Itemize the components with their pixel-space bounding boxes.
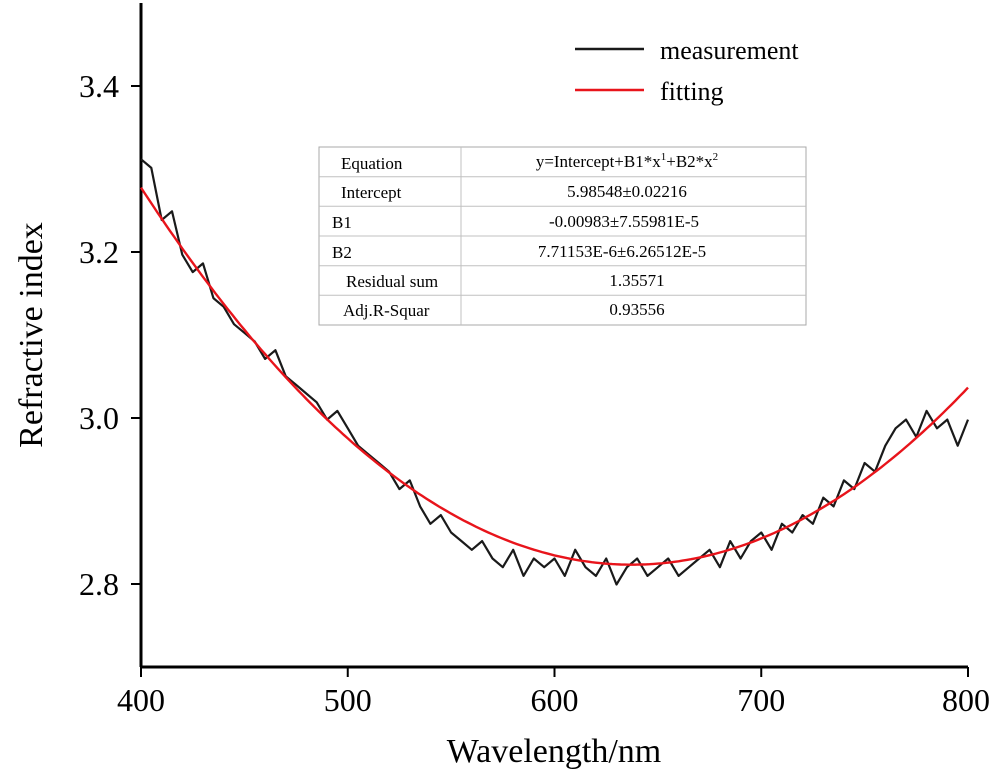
x-tick-label: 800 xyxy=(942,682,990,718)
fit-table-value-intercept: 5.98548±0.02216 xyxy=(567,182,687,201)
fit-table-value-b2: 7.71153E-6±6.26512E-5 xyxy=(538,242,706,261)
x-ticks: 400 500 600 700 800 xyxy=(117,667,990,718)
equation-main: y=Intercept+B1*x xyxy=(536,152,661,171)
fit-table-label-adj-r: Adj.R-Squar xyxy=(343,301,430,320)
x-axis-title: Wavelength/nm xyxy=(447,733,661,770)
y-tick-label: 3.4 xyxy=(79,68,119,104)
equation-sup-2: 2 xyxy=(713,151,719,163)
fit-table-label-intercept: Intercept xyxy=(341,183,402,202)
x-tick-label: 700 xyxy=(737,682,785,718)
y-axis-title: Refractive index xyxy=(13,222,50,448)
x-tick-label: 500 xyxy=(324,682,372,718)
fit-table-value-residual: 1.35571 xyxy=(609,271,664,290)
fit-table-label-residual: Residual sum xyxy=(346,272,438,291)
equation-sup-1: 1 xyxy=(661,151,667,163)
fit-results-table: Equation y=Intercept+B1*x1+B2*x2 Interce… xyxy=(318,146,807,326)
legend: measurement fitting xyxy=(575,36,799,106)
legend-label-measurement: measurement xyxy=(660,36,799,65)
x-tick-label: 400 xyxy=(117,682,165,718)
fit-table-value-b1: -0.00983±7.55981E-5 xyxy=(549,212,699,231)
legend-label-fitting: fitting xyxy=(660,77,724,106)
fit-table-value-equation: y=Intercept+B1*x1+B2*x2 xyxy=(536,151,718,171)
x-tick-label: 600 xyxy=(531,682,579,718)
fit-table-label-b2: B2 xyxy=(332,243,352,262)
fit-table-label-b1: B1 xyxy=(332,213,352,232)
fitting-series-line xyxy=(139,186,969,566)
fit-table-label-equation: Equation xyxy=(341,154,403,173)
fit-table-value-adj-r: 0.93556 xyxy=(609,300,664,319)
y-ticks: 2.8 3.0 3.2 3.4 xyxy=(79,68,141,602)
y-tick-label: 2.8 xyxy=(79,566,119,602)
equation-mid: +B2*x xyxy=(666,152,713,171)
y-tick-label: 3.2 xyxy=(79,234,119,270)
y-tick-label: 3.0 xyxy=(79,400,119,436)
